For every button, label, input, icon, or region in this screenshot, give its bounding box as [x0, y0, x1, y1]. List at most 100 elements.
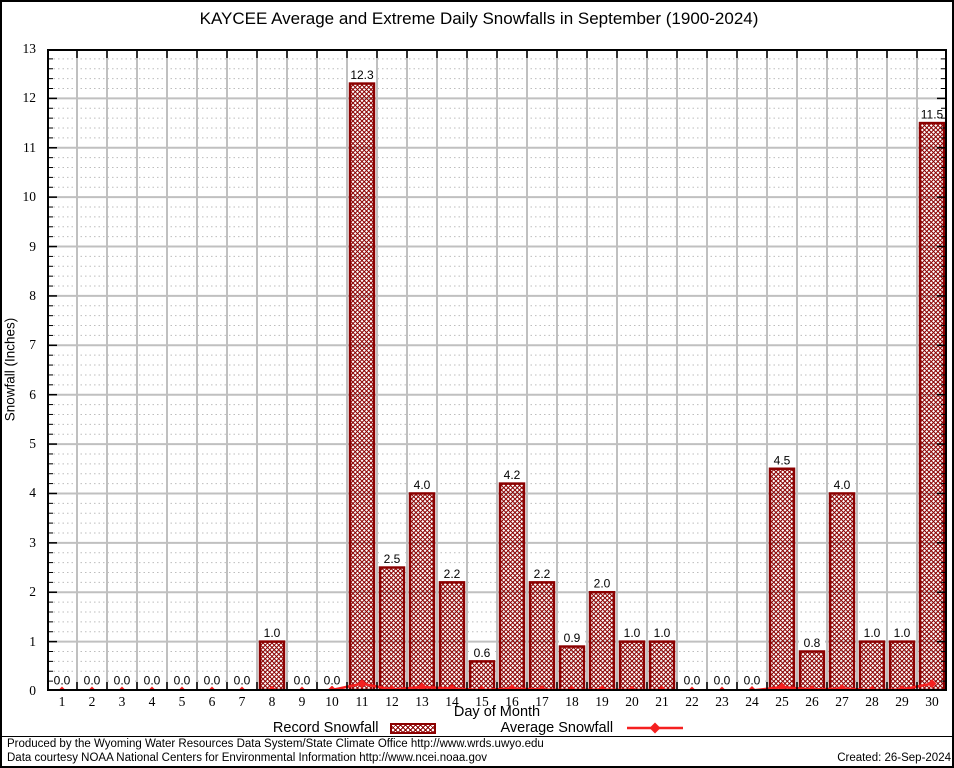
y-tick-label-13: 13 — [22, 41, 37, 56]
value-label-bg — [349, 67, 375, 81]
x-axis-title: Day of Month — [453, 704, 541, 720]
record-bar-day-28 — [858, 640, 886, 692]
value-label-day-7: 0.0 — [234, 674, 251, 688]
value-label-day-18: 0.9 — [564, 631, 581, 645]
record-bar-day-13 — [408, 492, 436, 692]
value-label-bg — [49, 673, 75, 686]
value-label-day-21: 1.0 — [654, 626, 671, 640]
x-tick-label-1: 1 — [58, 694, 66, 709]
record-bar-day-8 — [258, 640, 286, 692]
x-tick-label-2: 2 — [88, 694, 96, 709]
plot-svg: 0.0 0.0 0.0 0.0 0.0 0.0 0.0 1.0 0.0 0.0 12.3 2.5 4.0… — [47, 48, 947, 696]
record-bar-day-12 — [378, 566, 406, 692]
value-label-bg — [79, 673, 105, 686]
record-bar-day-18 — [558, 645, 586, 692]
value-label-day-15: 0.6 — [474, 646, 491, 660]
value-label-bg — [529, 566, 555, 580]
value-label-bg — [799, 635, 825, 649]
value-label-bg — [469, 645, 495, 659]
value-label-bg — [319, 673, 345, 686]
value-label-bg — [229, 673, 255, 686]
footer: Produced by the Wyoming Water Resources … — [2, 736, 952, 766]
x-tick-label-27: 27 — [835, 694, 849, 709]
value-label-bg — [169, 673, 195, 686]
value-label-day-24: 0.0 — [744, 674, 761, 688]
value-label-bg — [289, 673, 315, 686]
y-tick-label-3: 3 — [29, 534, 36, 550]
x-tick-label-25: 25 — [775, 694, 789, 709]
value-label-day-16: 4.2 — [504, 468, 521, 482]
x-tick-label-29: 29 — [895, 694, 909, 709]
x-tick-label-15: 15 — [475, 694, 489, 709]
value-label-bg — [379, 551, 405, 565]
value-label-day-19: 2.0 — [594, 577, 611, 591]
value-label-day-8: 1.0 — [264, 626, 281, 640]
value-label-day-17: 2.2 — [534, 567, 551, 581]
x-tick-label-5: 5 — [178, 694, 186, 709]
x-tick-label-9: 9 — [298, 694, 306, 709]
record-bar-day-21 — [648, 640, 676, 692]
value-label-day-22: 0.0 — [684, 674, 701, 688]
value-label-bg — [739, 673, 765, 686]
value-label-day-10: 0.0 — [324, 674, 341, 688]
x-tick-label-23: 23 — [715, 694, 729, 709]
x-tick-label-7: 7 — [238, 694, 246, 709]
legend-record-label: Record Snowfall — [272, 720, 379, 736]
y-tick-label-10: 10 — [22, 189, 37, 205]
y-tick-label-4: 4 — [29, 485, 36, 501]
record-bar-day-26 — [798, 650, 826, 692]
value-label-day-27: 4.0 — [834, 478, 851, 492]
x-tick-label-24: 24 — [745, 694, 759, 709]
x-tick-label-8: 8 — [268, 694, 276, 709]
x-tick-label-19: 19 — [595, 694, 609, 709]
record-bar-day-30 — [918, 121, 946, 692]
value-label-day-23: 0.0 — [714, 674, 731, 688]
value-label-bg — [649, 625, 675, 639]
y-axis-title: Snowfall (Inches) — [2, 317, 18, 422]
record-snowfall-bars — [258, 82, 946, 692]
y-tick-label-6: 6 — [29, 386, 36, 402]
footer-created-date: Created: 26-Sep-2024 — [837, 752, 951, 764]
value-label-bg — [889, 625, 915, 639]
x-tick-label-6: 6 — [208, 694, 216, 709]
x-tick-label-11: 11 — [355, 694, 369, 709]
value-label-bg — [619, 625, 645, 639]
plot-area: 0.0 0.0 0.0 0.0 0.0 0.0 0.0 1.0 0.0 0.0 12.3 2.5 4.0… — [47, 48, 947, 696]
record-bar-day-20 — [618, 640, 646, 692]
value-label-bg — [709, 673, 735, 686]
x-tick-label-28: 28 — [865, 694, 879, 709]
y-tick-label-7: 7 — [29, 337, 36, 353]
value-label-day-12: 2.5 — [384, 552, 401, 566]
average-marker-day-30 — [927, 679, 937, 689]
record-bar-day-14 — [438, 581, 466, 692]
y-tick-label-11: 11 — [23, 139, 36, 155]
value-label-bg — [199, 673, 225, 686]
record-bar-day-25 — [768, 467, 796, 692]
record-bar-day-27 — [828, 492, 856, 692]
value-label-bg — [409, 477, 435, 491]
record-bar-day-11 — [348, 82, 376, 692]
value-label-bg — [259, 625, 285, 639]
y-tick-label-12: 12 — [22, 90, 37, 106]
gridlines-major — [49, 51, 945, 689]
value-label-day-5: 0.0 — [174, 674, 191, 688]
x-tick-label-13: 13 — [415, 694, 429, 709]
value-label-day-6: 0.0 — [204, 674, 221, 688]
y-tick-label-1: 1 — [29, 633, 36, 649]
value-label-bg — [559, 630, 585, 644]
record-bar-day-17 — [528, 581, 556, 692]
y-tick-label-2: 2 — [29, 584, 36, 600]
value-label-day-25: 4.5 — [774, 453, 791, 467]
value-label-bg — [679, 673, 705, 686]
value-label-day-14: 2.2 — [444, 567, 461, 581]
value-label-day-11: 12.3 — [350, 68, 374, 82]
value-label-day-2: 0.0 — [84, 674, 101, 688]
value-label-day-1: 0.0 — [54, 674, 71, 688]
record-snowfall-swatch — [390, 722, 437, 734]
y-tick-label-8: 8 — [29, 287, 36, 303]
value-label-day-9: 0.0 — [294, 674, 311, 688]
value-label-bg — [919, 107, 945, 121]
x-tick-label-3: 3 — [118, 694, 126, 709]
value-label-day-29: 1.0 — [894, 626, 911, 640]
